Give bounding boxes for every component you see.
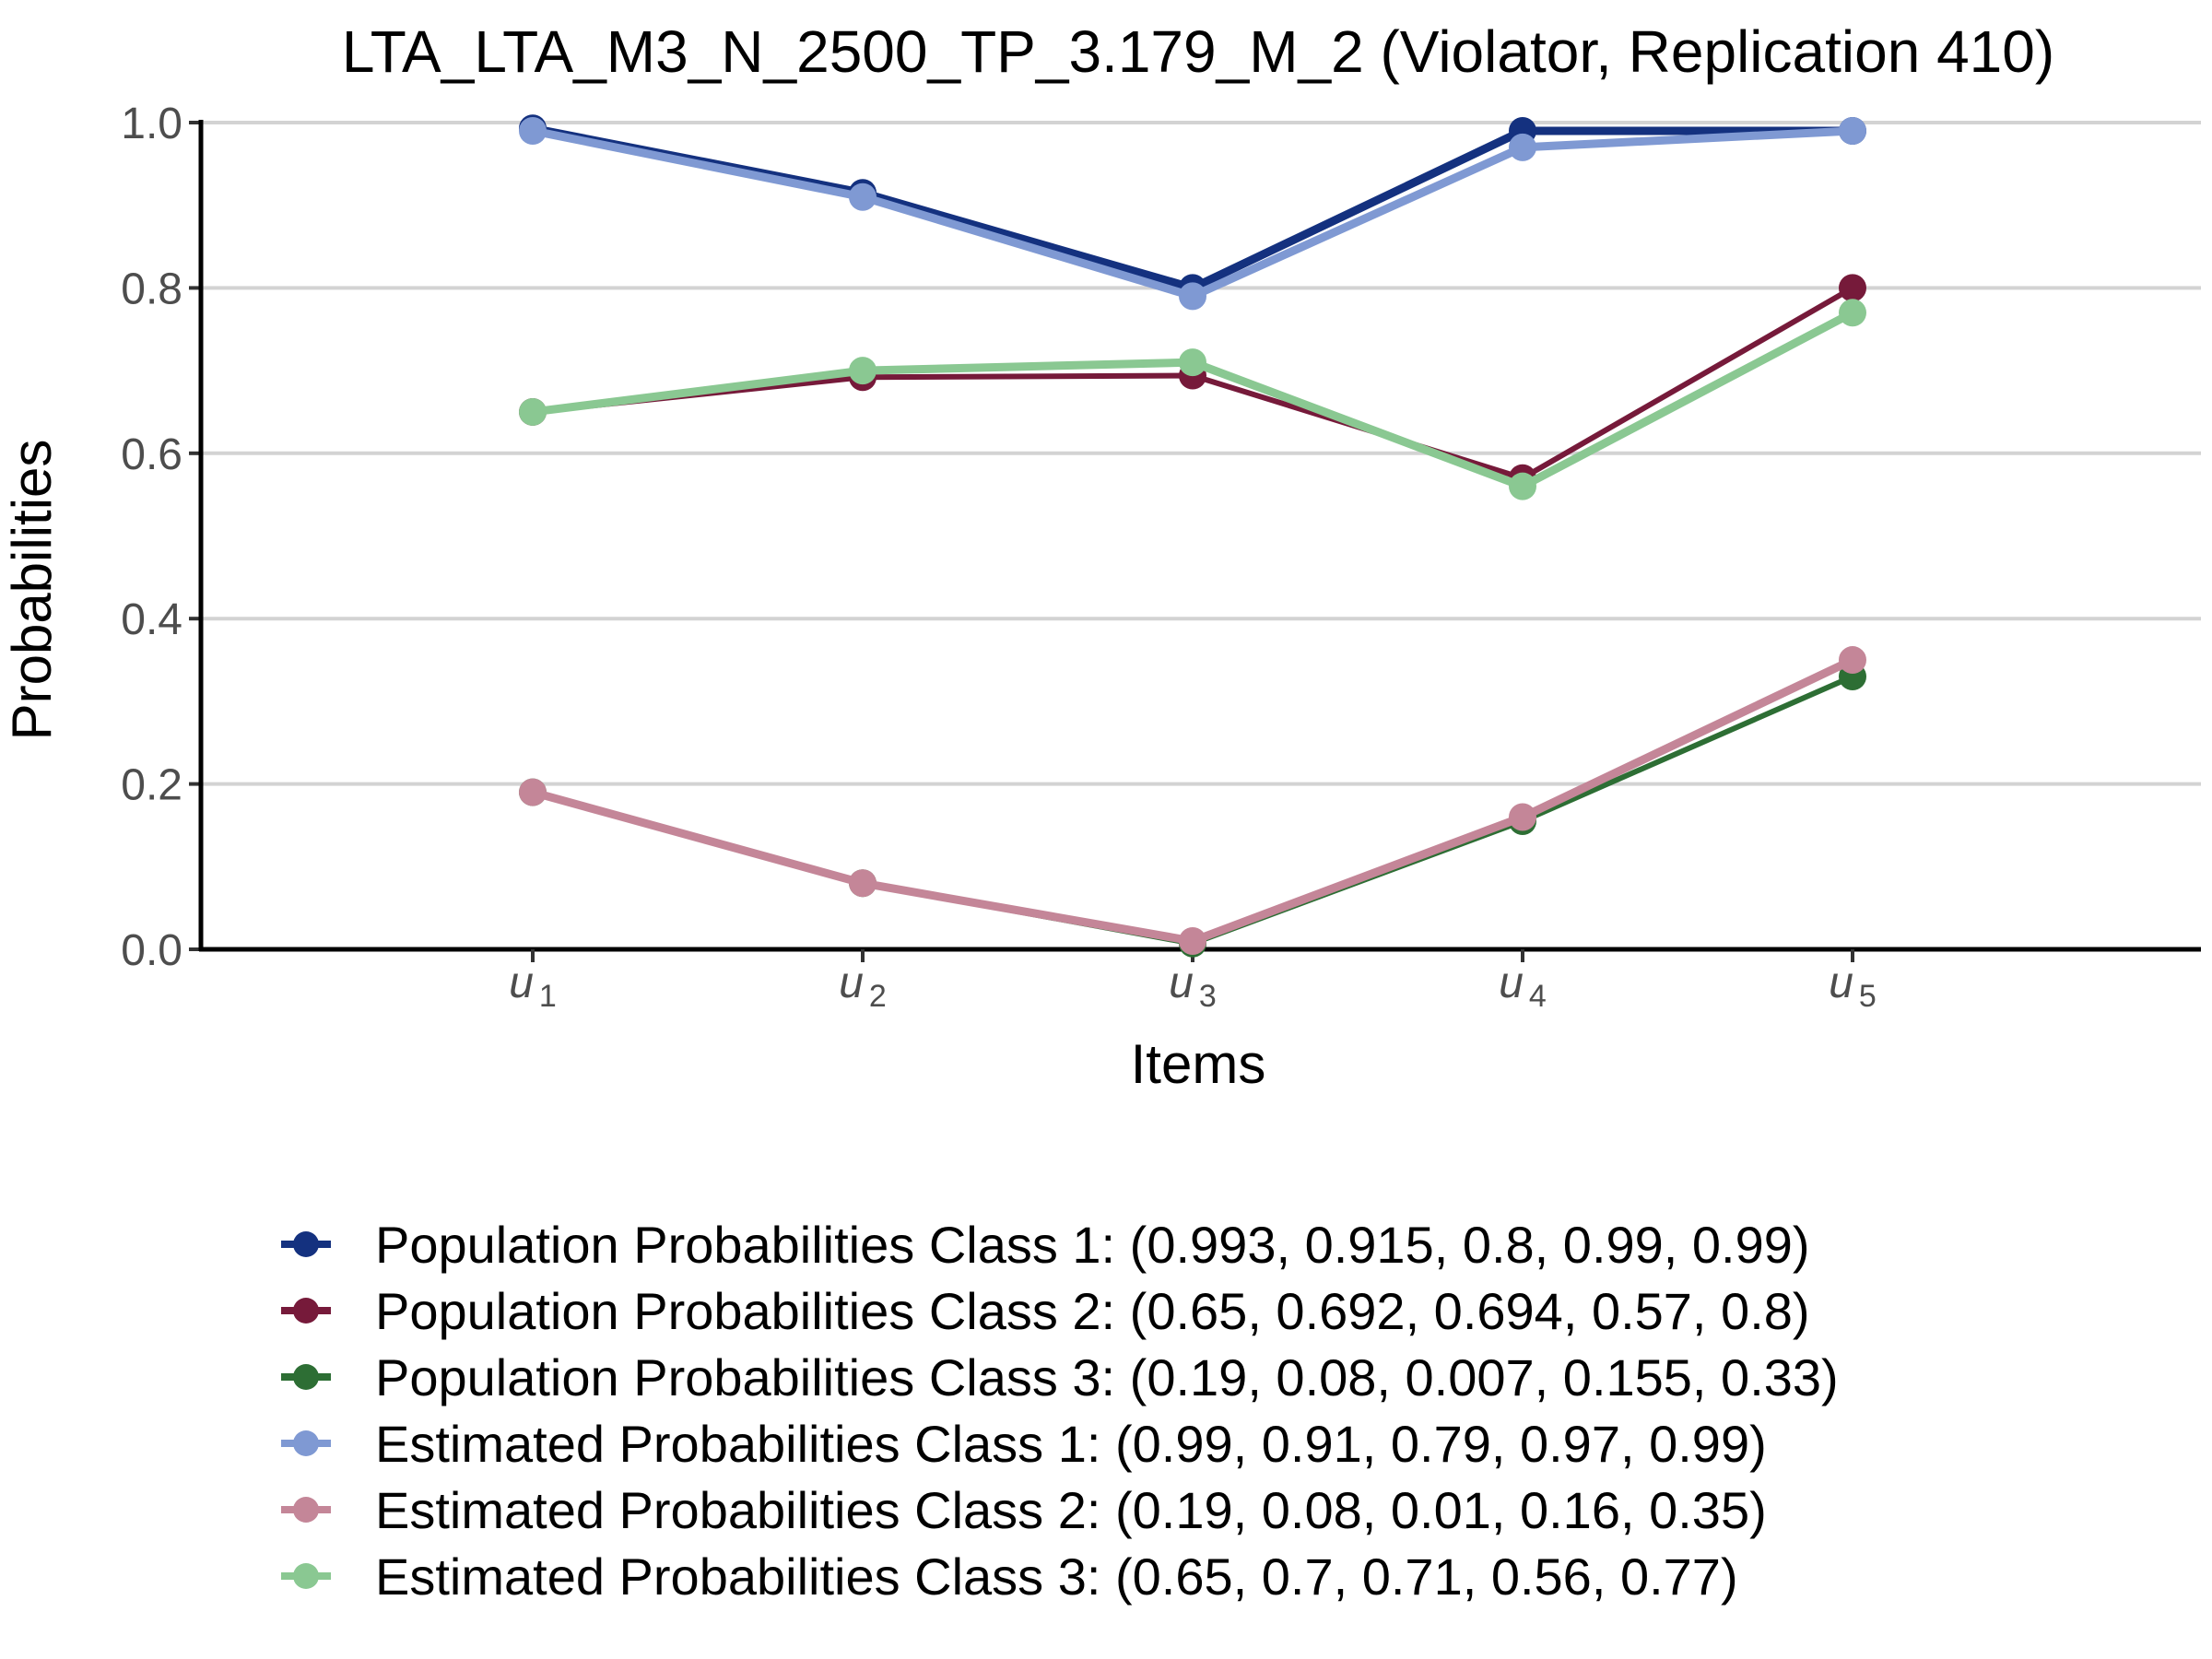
series-4-point-3 (1179, 282, 1206, 311)
series-3 (519, 662, 1866, 958)
legend-item-2: Population Probabilities Class 2: (0.65,… (281, 1282, 1810, 1340)
series-5-point-1 (519, 778, 547, 806)
y-tick-label-0: 0.0 (121, 926, 182, 975)
series-5-point-2 (849, 869, 877, 898)
legend-label-5: Estimated Probabilities Class 2: (0.19, … (375, 1481, 1767, 1539)
series-6-point-5 (1839, 299, 1866, 327)
chart-title: LTA_LTA_M3_N_2500_TP_3.179_M_2 (Violator… (342, 18, 2054, 85)
legend: Population Probabilities Class 1: (0.993… (281, 1216, 1839, 1606)
series-6-point-4 (1509, 472, 1536, 500)
series-layer (519, 114, 1866, 958)
series-6 (519, 299, 1866, 500)
legend-item-3: Population Probabilities Class 3: (0.19,… (281, 1348, 1839, 1406)
series-5-point-5 (1839, 646, 1866, 675)
legend-key-point-2 (293, 1298, 319, 1324)
axes: 0.0 0.2 0.4 0.6 0.8 1.0 u 1 u 2 u 3 u 4 u 5 (121, 100, 2201, 1014)
legend-key-point-5 (293, 1497, 319, 1523)
series-2-point-5 (1839, 274, 1866, 302)
y-tick-label-1: 0.2 (121, 761, 182, 810)
series-5-line (528, 655, 1857, 946)
legend-key-point-4 (293, 1430, 319, 1456)
legend-item-6: Estimated Probabilities Class 3: (0.65, … (281, 1547, 1738, 1606)
legend-key-point-1 (293, 1231, 319, 1257)
y-axis-title: Probabilities (1, 440, 63, 741)
x-axis-title: Items (1131, 1033, 1266, 1095)
series-1-line (528, 124, 1857, 292)
gridlines (201, 121, 2201, 786)
series-6-point-2 (849, 357, 877, 385)
legend-label-4: Estimated Probabilities Class 1: (0.99, … (375, 1415, 1767, 1473)
series-4-line (528, 126, 1857, 300)
legend-item-5: Estimated Probabilities Class 2: (0.19, … (281, 1481, 1767, 1539)
legend-label-1: Population Probabilities Class 1: (0.993… (375, 1216, 1810, 1274)
series-4-point-2 (849, 182, 877, 211)
series-3-line (530, 673, 1855, 947)
legend-label-6: Estimated Probabilities Class 3: (0.65, … (375, 1547, 1738, 1606)
series-6-point-1 (519, 397, 547, 426)
legend-label-2: Population Probabilities Class 2: (0.65,… (375, 1282, 1810, 1340)
series-4-point-5 (1839, 116, 1866, 145)
series-4-point-4 (1509, 133, 1536, 161)
series-4-point-1 (519, 116, 547, 145)
y-tick-label-4: 0.8 (121, 265, 182, 313)
y-tick-label-2: 0.4 (121, 595, 182, 644)
legend-item-1: Population Probabilities Class 1: (0.993… (281, 1216, 1810, 1274)
legend-label-3: Population Probabilities Class 3: (0.19,… (375, 1348, 1839, 1406)
legend-item-4: Estimated Probabilities Class 1: (0.99, … (281, 1415, 1767, 1473)
y-tick-label-5: 1.0 (121, 100, 182, 148)
series-6-point-3 (1179, 348, 1206, 377)
series-5-point-4 (1509, 803, 1536, 831)
series-5 (519, 646, 1866, 956)
series-5-point-3 (1179, 927, 1206, 956)
legend-key-point-3 (293, 1364, 319, 1390)
legend-key-point-6 (293, 1563, 319, 1589)
series-4 (519, 116, 1866, 311)
y-tick-label-3: 0.6 (121, 430, 182, 479)
